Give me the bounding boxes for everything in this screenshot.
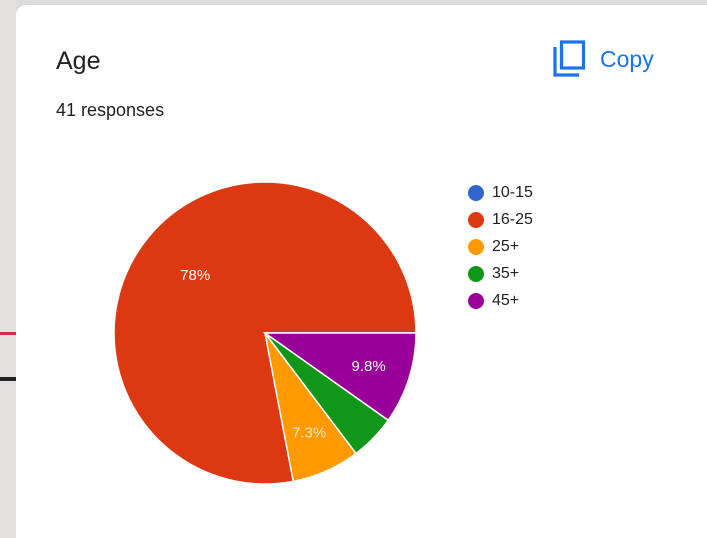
age-pie-chart: 78% 7.3% 9.8%	[113, 181, 417, 485]
legend-swatch	[468, 211, 484, 228]
legend-label: 16-25	[492, 210, 533, 228]
background-accent-line	[0, 332, 16, 335]
legend-item-35plus[interactable]: 35+	[468, 260, 533, 287]
pie-slice-45plus[interactable]	[262, 332, 417, 422]
slice-label-45plus: 9.8%	[352, 358, 386, 375]
legend-item-16-25[interactable]: 16-25	[468, 206, 533, 233]
copy-button[interactable]: Copy	[552, 39, 654, 79]
background-strip	[0, 0, 16, 538]
copy-label: Copy	[600, 45, 654, 72]
legend-item-45plus[interactable]: 45+	[468, 287, 533, 314]
legend-swatch	[468, 292, 484, 309]
legend-item-25plus[interactable]: 25+	[468, 233, 533, 260]
slice-label-16-25: 78%	[180, 267, 210, 284]
background-dark-line	[0, 377, 16, 381]
question-title: Age	[56, 47, 101, 75]
copy-icon	[553, 40, 586, 77]
legend-label: 10-15	[492, 183, 533, 201]
legend-label: 45+	[492, 291, 520, 309]
question-summary-card: Age 41 responses Copy 78% 7.3% 9.8% 10-15 1…	[16, 5, 707, 538]
chart-legend: 10-15 16-25 25+ 35+ 45+	[468, 179, 533, 314]
legend-swatch	[468, 265, 484, 282]
legend-item-10-15[interactable]: 10-15	[468, 179, 533, 206]
slice-label-25plus: 7.3%	[292, 424, 326, 441]
legend-swatch	[468, 238, 484, 255]
legend-label: 25+	[492, 237, 520, 255]
legend-label: 35+	[492, 264, 520, 282]
legend-swatch	[468, 184, 484, 201]
response-count: 41 responses	[56, 100, 165, 120]
pie-slice-16-25[interactable]	[113, 181, 417, 485]
